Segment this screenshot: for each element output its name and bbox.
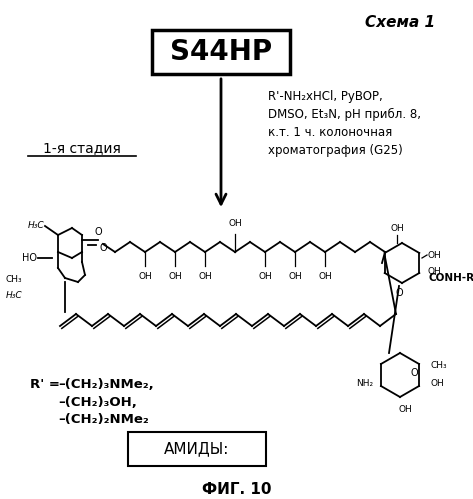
Text: NH₂: NH₂ — [356, 379, 373, 388]
Text: R' =: R' = — [30, 378, 60, 391]
Text: O: O — [395, 288, 403, 298]
Text: O: O — [99, 243, 107, 253]
Text: OH: OH — [427, 266, 441, 275]
Text: OH: OH — [138, 272, 152, 281]
Text: OH: OH — [228, 219, 242, 228]
Text: H₃C: H₃C — [27, 221, 44, 230]
Text: OH: OH — [390, 224, 404, 233]
Text: OH: OH — [430, 379, 444, 388]
Text: O: O — [410, 368, 418, 378]
Text: CH₃: CH₃ — [430, 360, 447, 369]
Text: O: O — [94, 227, 102, 237]
Text: –(CH₂)₃NMe₂,: –(CH₂)₃NMe₂, — [58, 378, 154, 391]
Text: R'-NH₂xHCl, PyBOP,
DMSO, Et₃N, pH прибл. 8,
к.т. 1 ч. колоночная
хроматография (: R'-NH₂xHCl, PyBOP, DMSO, Et₃N, pH прибл.… — [268, 90, 421, 157]
Text: OH: OH — [427, 250, 441, 259]
Text: АМИДЫ:: АМИДЫ: — [164, 442, 230, 457]
Text: ФИГ. 10: ФИГ. 10 — [202, 482, 272, 497]
Text: H₃C: H₃C — [5, 291, 22, 300]
Text: –(CH₂)₂NMe₂: –(CH₂)₂NMe₂ — [58, 413, 149, 426]
Bar — [152, 30, 290, 74]
Text: OH: OH — [168, 272, 182, 281]
Text: S44HP: S44HP — [170, 38, 272, 66]
Text: OH: OH — [318, 272, 332, 281]
Text: HO: HO — [22, 253, 37, 263]
Text: OH: OH — [398, 405, 412, 414]
Text: OH: OH — [258, 272, 272, 281]
Text: CH₃: CH₃ — [5, 275, 22, 284]
Text: 1-я стадия: 1-я стадия — [43, 141, 121, 155]
Text: Схема 1: Схема 1 — [365, 15, 435, 30]
Text: CONH-R': CONH-R' — [428, 273, 473, 283]
Text: –(CH₂)₃OH,: –(CH₂)₃OH, — [58, 396, 137, 409]
Text: OH: OH — [198, 272, 212, 281]
Text: OH: OH — [288, 272, 302, 281]
Bar — [128, 432, 266, 466]
